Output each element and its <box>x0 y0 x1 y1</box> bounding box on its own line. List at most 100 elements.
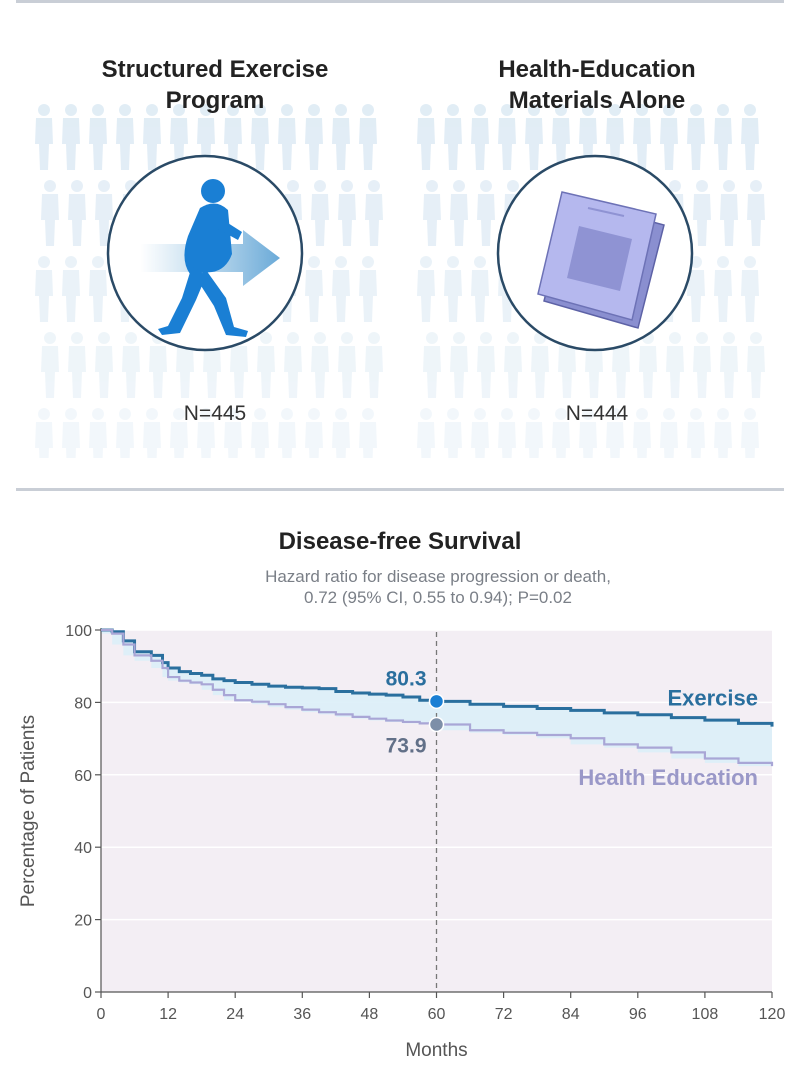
crowd-person-icon <box>224 104 242 170</box>
crowd-person-icon <box>89 104 107 170</box>
crowd-person-icon <box>498 408 516 458</box>
crowd-person-icon <box>62 408 80 458</box>
crowd-person-icon <box>741 408 759 458</box>
crowd-person-icon <box>170 408 188 458</box>
crowd-person-icon <box>747 180 765 246</box>
chart-subtitle-line2: 0.72 (95% CI, 0.55 to 0.94); P=0.02 <box>304 588 572 607</box>
exercise-arm-title-line1: Structured Exercise <box>101 56 329 83</box>
crowd-person-icon <box>311 180 329 246</box>
crowd-person-icon <box>278 408 296 458</box>
y-axis-label: Percentage of Patients <box>18 715 39 907</box>
crowd-person-icon <box>498 104 516 170</box>
crowd-person-icon <box>305 256 323 322</box>
crowd-person-icon <box>68 332 86 398</box>
education-arm-title-line2: Materials Alone <box>508 87 686 114</box>
exercise-point <box>428 693 445 710</box>
crowd-person-icon <box>444 104 462 170</box>
crowd-person-icon <box>35 408 53 458</box>
crowd-person-icon <box>284 332 302 398</box>
crowd-person-icon <box>143 408 161 458</box>
education-arm: Health-Education Materials Alone N=444 <box>412 48 782 458</box>
crowd-person-icon <box>251 408 269 458</box>
crowd-person-icon <box>687 104 705 170</box>
health-education-series-label: Health Education <box>578 765 758 790</box>
crowd-person-icon <box>417 256 435 322</box>
crowd-person-icon <box>116 408 134 458</box>
crowd-person-icon <box>359 256 377 322</box>
exercise-arm-title-line2: Program <box>165 87 265 114</box>
crowd-person-icon <box>444 256 462 322</box>
y-tick-label: 0 <box>83 985 92 1002</box>
crowd-person-icon <box>552 104 570 170</box>
crowd-person-icon <box>741 256 759 322</box>
crowd-person-icon <box>714 256 732 322</box>
crowd-person-icon <box>116 104 134 170</box>
booklet-icon <box>496 154 694 352</box>
crowd-person-icon <box>693 180 711 246</box>
crowd-person-icon <box>525 408 543 458</box>
crowd-person-icon <box>471 256 489 322</box>
crowd-person-icon <box>332 408 350 458</box>
crowd-person-icon <box>579 408 597 458</box>
crowd-person-icon <box>606 408 624 458</box>
x-axis-label: Months <box>405 1040 467 1061</box>
crowd-person-icon <box>666 332 684 398</box>
y-tick-label: 40 <box>74 840 92 857</box>
crowd-person-icon <box>687 408 705 458</box>
chart-subtitle: Hazard ratio for disease progression or … <box>0 566 800 608</box>
crowd-person-icon <box>633 408 651 458</box>
crowd-person-icon <box>423 332 441 398</box>
survival-chart: 0 20 40 60 80 100 0 12 24 36 48 60 72 84 96 108 120 Month… <box>18 623 786 1061</box>
x-tick-label: 96 <box>629 1006 647 1023</box>
crowd-person-icon <box>477 332 495 398</box>
crowd-person-icon <box>89 256 107 322</box>
chart-title: Disease-free Survival <box>278 528 522 555</box>
crowd-person-icon <box>95 332 113 398</box>
crowd-person-icon <box>332 104 350 170</box>
top-divider <box>16 0 784 3</box>
x-tick-label: 36 <box>293 1006 311 1023</box>
crowd-person-icon <box>35 104 53 170</box>
crowd-person-icon <box>633 104 651 170</box>
crowd-person-icon <box>471 408 489 458</box>
crowd-person-icon <box>62 104 80 170</box>
x-tick-label: 120 <box>759 1006 786 1023</box>
crowd-person-icon <box>170 104 188 170</box>
x-tick-label: 60 <box>428 1006 446 1023</box>
crowd-person-icon <box>552 408 570 458</box>
crowd-person-icon <box>278 104 296 170</box>
exercise-curve <box>101 628 774 727</box>
crowd-person-icon <box>365 180 383 246</box>
x-tick-label: 0 <box>97 1006 106 1023</box>
crowd-person-icon <box>338 332 356 398</box>
crowd-person-icon <box>41 332 59 398</box>
x-tick-label: 12 <box>159 1006 177 1023</box>
y-tick-label: 100 <box>65 623 92 640</box>
crowd-person-icon <box>305 408 323 458</box>
crowd-person-icon <box>359 408 377 458</box>
x-tick-label: 48 <box>361 1006 379 1023</box>
crowd-person-icon <box>720 332 738 398</box>
crowd-person-icon <box>450 332 468 398</box>
crowd-person-icon <box>251 104 269 170</box>
education-arm-title: Health-Education Materials Alone <box>412 54 782 116</box>
crowd-person-icon <box>417 104 435 170</box>
crowd-person-icon <box>197 408 215 458</box>
crowd-person-icon <box>714 104 732 170</box>
x-tick-label: 108 <box>692 1006 719 1023</box>
crowd-person-icon <box>359 104 377 170</box>
crowd-person-icon <box>365 332 383 398</box>
crowd-person-icon <box>338 180 356 246</box>
crowd-person-icon <box>450 180 468 246</box>
education-arm-n: N=444 <box>565 402 629 425</box>
crowd-person-icon <box>143 104 161 170</box>
exercise-arm: Structured Exercise Program N=445 <box>30 48 400 458</box>
crowd-person-icon <box>471 104 489 170</box>
crowd-person-icon <box>62 256 80 322</box>
exercise-series-label: Exercise <box>667 685 758 710</box>
crowd-person-icon <box>660 104 678 170</box>
crowd-person-icon <box>504 332 522 398</box>
y-tick-label: 80 <box>74 695 92 712</box>
x-tick-label: 72 <box>495 1006 513 1023</box>
between-curves-band <box>101 630 772 767</box>
